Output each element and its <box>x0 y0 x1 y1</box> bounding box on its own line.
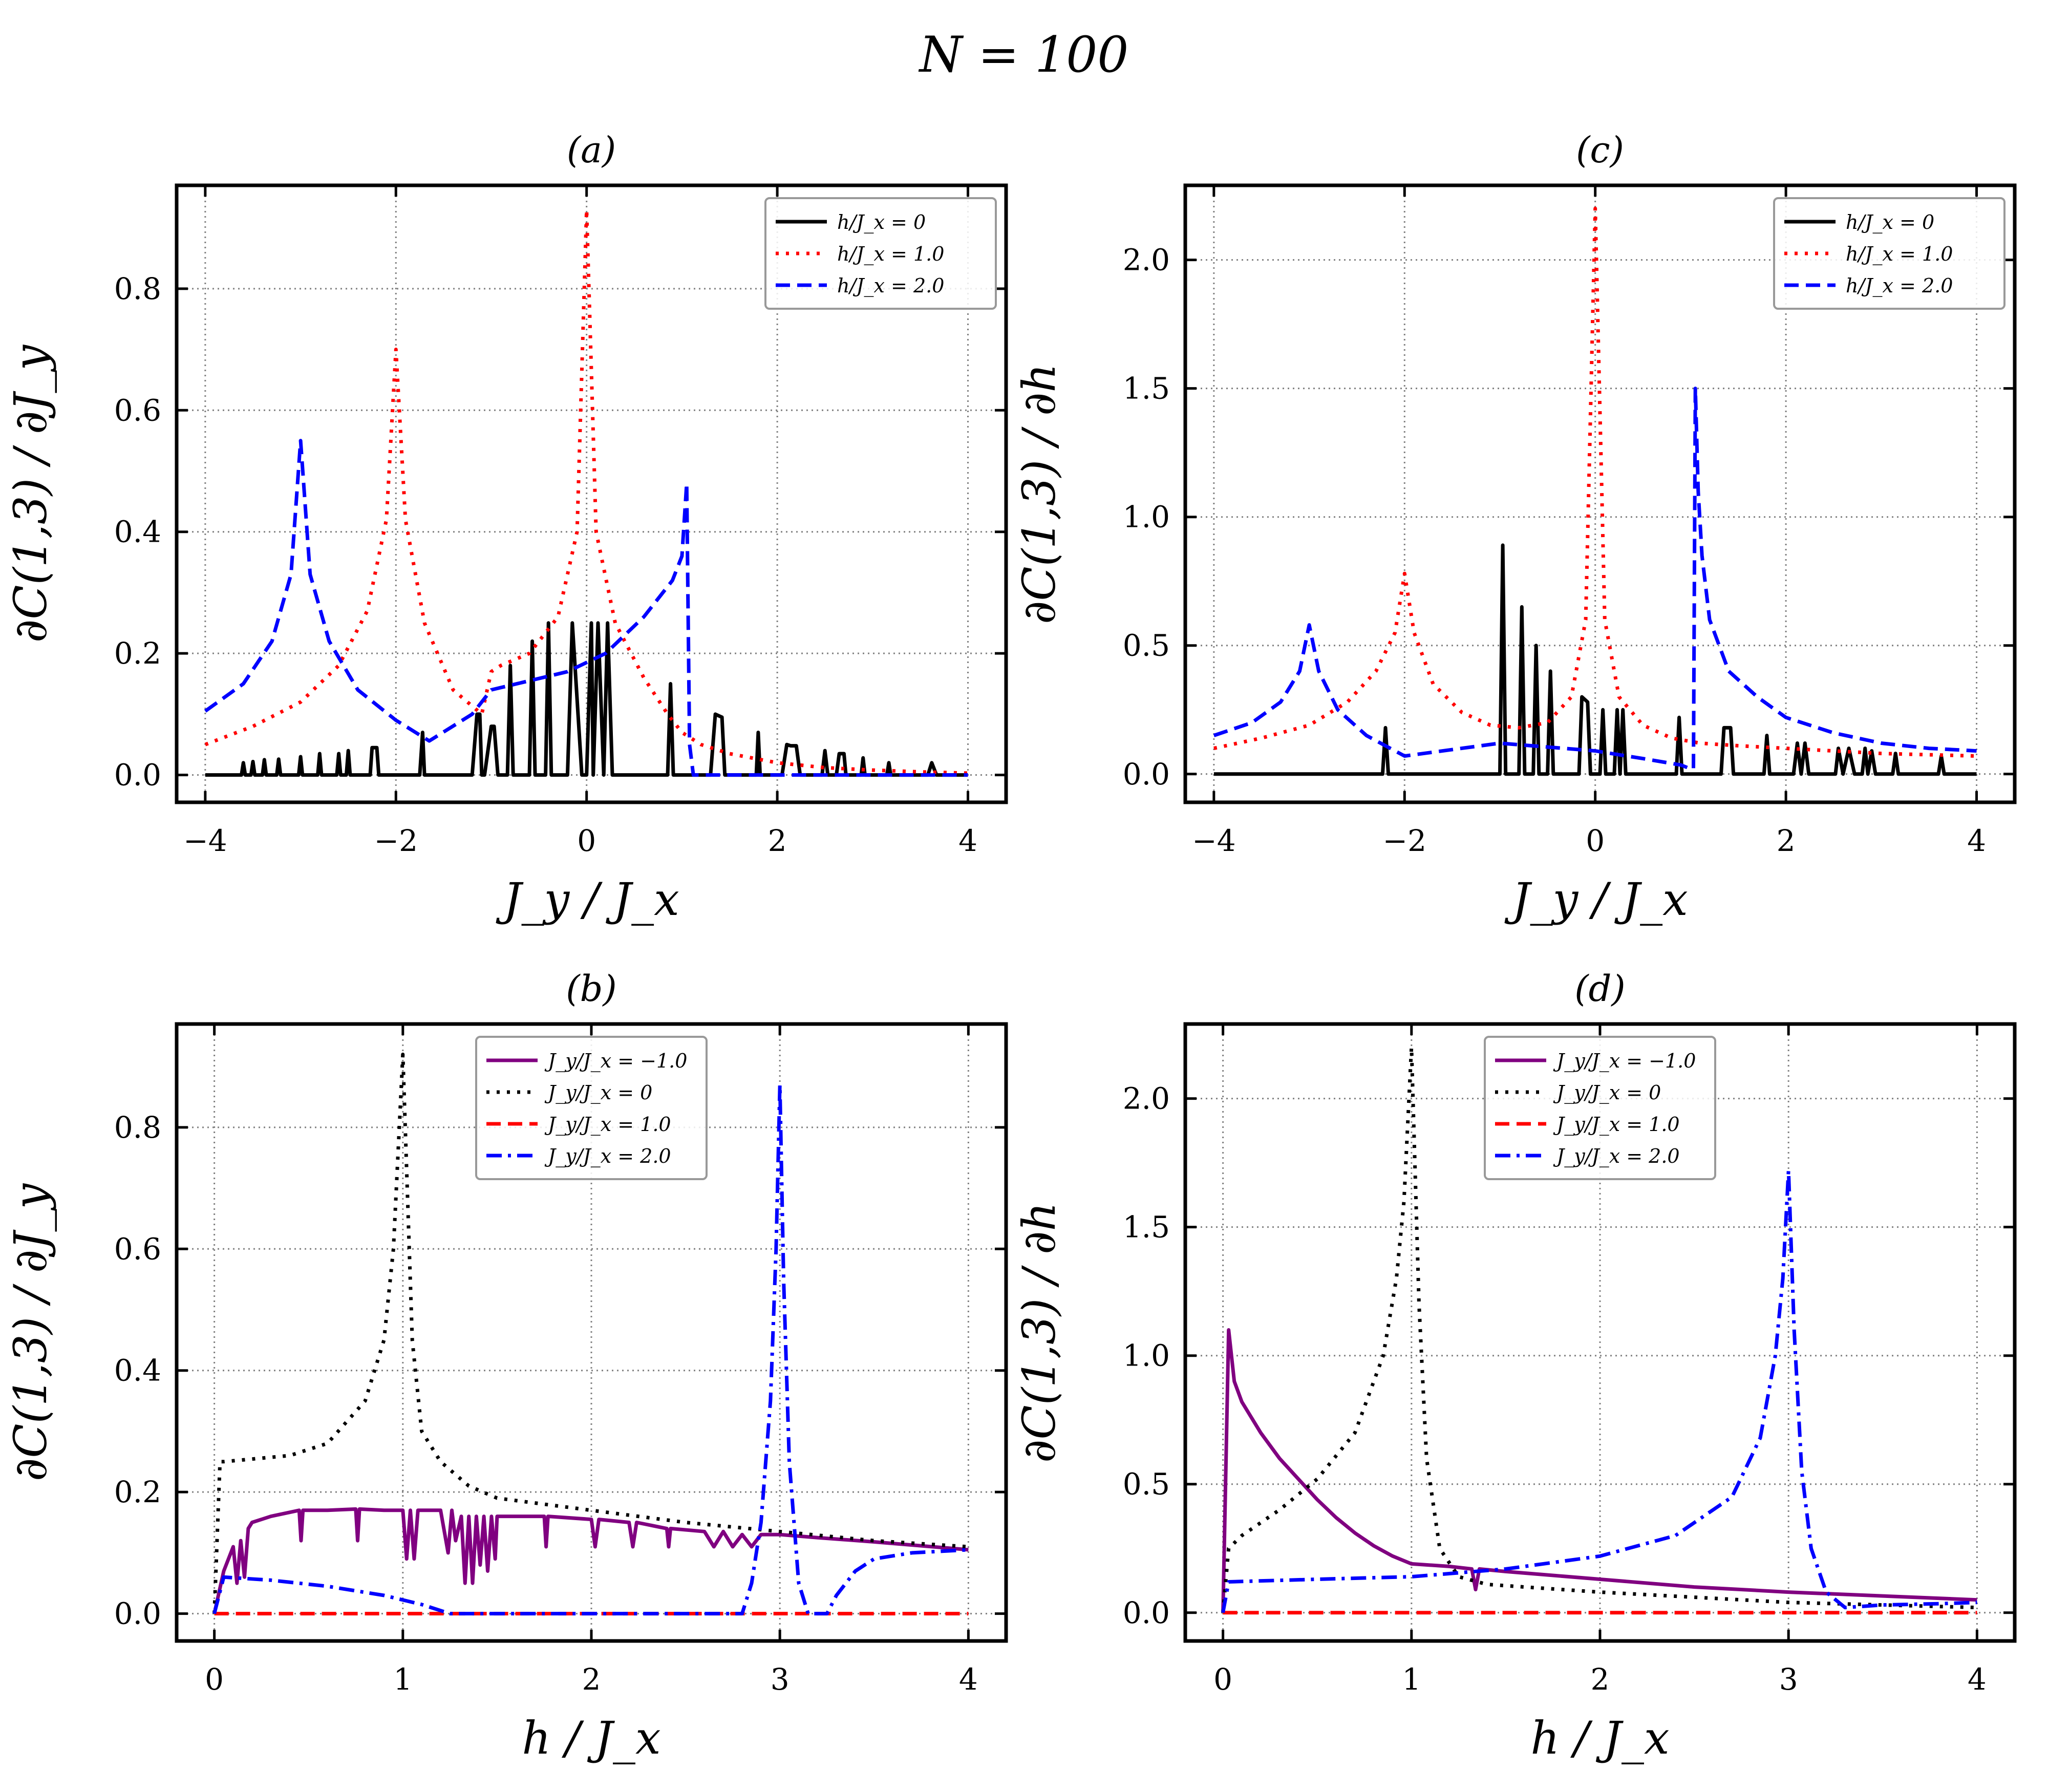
legend-box-c <box>1773 197 2006 310</box>
x-tick-label-d-1: 1 <box>1402 1662 1421 1697</box>
series-line-a-0 <box>205 621 968 777</box>
legend-label-a-2: h/J_x = 2.0 <box>837 274 944 297</box>
legend-b: J_y/J_x = −1.0 J_y/J_x = 0 J_y/J_x = 1.0 J_… <box>475 1036 708 1180</box>
axes-frame-a <box>175 183 1008 804</box>
legend-label-c-1: h/J_x = 1.0 <box>1846 243 1953 266</box>
y-tick-label-d-0: 0.0 <box>1123 1595 1170 1630</box>
series-line-a-2 <box>204 439 968 777</box>
x-axis-label-c: J_y / J_x <box>1504 873 1688 926</box>
y-tick-label-b-3: 0.6 <box>114 1231 161 1266</box>
series-line-c-2 <box>1213 387 1977 771</box>
y-axis-label-d: ∂C(1,3) / ∂h <box>1013 1202 1065 1463</box>
figure-title: N = 100 <box>919 26 1129 83</box>
panel-a-title: (a) <box>567 129 616 171</box>
y-tick-label-d-2: 1.0 <box>1123 1338 1170 1373</box>
x-tick-label-c-3: 2 <box>1777 823 1796 858</box>
x-tick-label-c-2: 0 <box>1586 823 1605 858</box>
series-line-b-3 <box>212 1083 969 1616</box>
x-axis-label-d: h / J_x <box>1530 1712 1669 1764</box>
legend-label-d-0: J_y/J_x = −1.0 <box>1553 1050 1696 1073</box>
series-line-c-0 <box>1213 543 1977 776</box>
legend-label-a-0: h/J_x = 0 <box>837 211 926 234</box>
legend-label-d-1: J_y/J_x = 0 <box>1553 1081 1661 1104</box>
series-line-b-1 <box>212 1052 969 1614</box>
x-tick-label-d-3: 3 <box>1779 1662 1798 1697</box>
legend-label-d-2: J_y/J_x = 1.0 <box>1553 1113 1680 1136</box>
y-tick-label-a-1: 0.2 <box>114 636 161 671</box>
panel-c-title: (c) <box>1576 129 1624 171</box>
panel-b: (b) 0 1 2 3 4 0.0 0.2 0.4 0.6 0.8 h / J_x ∂C(1,3) / … <box>4 968 1008 1764</box>
legend-label-b-3: J_y/J_x = 2.0 <box>544 1145 671 1168</box>
x-tick-label-d-0: 0 <box>1213 1662 1232 1697</box>
legend-label-c-0: h/J_x = 0 <box>1846 211 1934 234</box>
x-tick-label-b-3: 3 <box>771 1662 790 1697</box>
x-tick-label-c-4: 4 <box>1967 823 1986 858</box>
legend-label-c-2: h/J_x = 2.0 <box>1846 274 1953 297</box>
y-tick-label-c-2: 1.0 <box>1123 500 1170 535</box>
panel-d-title: (d) <box>1574 968 1625 1010</box>
x-tick-label-b-0: 0 <box>205 1662 224 1697</box>
legend-a: h/J_x = 0 h/J_x = 1.0 h/J_x = 2.0 <box>764 197 997 310</box>
series-group-a <box>204 208 968 777</box>
panel-b-title: (b) <box>566 968 616 1010</box>
y-tick-label-c-3: 1.5 <box>1123 371 1170 406</box>
legend-label-b-1: J_y/J_x = 0 <box>544 1081 652 1104</box>
y-tick-label-a-0: 0.0 <box>114 758 161 793</box>
y-axis-label-a: ∂C(1,3) / ∂J_y <box>4 344 57 643</box>
legend-label-b-0: J_y/J_x = −1.0 <box>544 1050 687 1073</box>
series-line-d-3 <box>1221 1168 1977 1613</box>
series-line-d-0 <box>1221 1328 1977 1613</box>
legend-box-a <box>764 197 997 310</box>
y-tick-label-b-0: 0.0 <box>114 1596 161 1631</box>
y-tick-label-b-1: 0.2 <box>114 1475 161 1509</box>
y-tick-label-d-3: 1.5 <box>1123 1210 1170 1245</box>
x-axis-label-b: h / J_x <box>522 1712 660 1764</box>
y-tick-label-b-4: 0.8 <box>114 1110 161 1145</box>
series-group-d <box>1221 1045 1977 1615</box>
series-group-b <box>212 1052 969 1616</box>
y-tick-label-a-3: 0.6 <box>114 393 161 428</box>
x-tick-label-a-0: −4 <box>183 823 227 858</box>
y-tick-label-c-4: 2.0 <box>1123 243 1170 278</box>
legend-label-b-2: J_y/J_x = 1.0 <box>544 1113 671 1136</box>
x-tick-label-a-3: 2 <box>768 823 787 858</box>
panel-d: (d) 0 1 2 3 4 0.0 0.5 1.0 1.5 2.0 h / J_x ∂C(1,3) / … <box>1013 968 2017 1764</box>
legend-d: J_y/J_x = −1.0 J_y/J_x = 0 J_y/J_x = 1.0 J_… <box>1484 1036 1716 1180</box>
y-tick-label-c-1: 0.5 <box>1123 628 1170 663</box>
x-tick-label-c-1: −2 <box>1383 823 1427 858</box>
x-tick-label-b-4: 4 <box>959 1662 978 1697</box>
y-tick-label-c-0: 0.0 <box>1123 757 1170 792</box>
x-tick-label-c-0: −4 <box>1192 823 1236 858</box>
series-group-c <box>1213 206 1977 776</box>
x-tick-label-a-1: −2 <box>374 823 418 858</box>
series-line-b-0 <box>212 1507 969 1614</box>
y-tick-label-d-1: 0.5 <box>1123 1467 1170 1502</box>
x-axis-label-a: J_y / J_x <box>496 873 679 926</box>
y-axis-label-c: ∂C(1,3) / ∂h <box>1013 364 1065 624</box>
legend-c: h/J_x = 0 h/J_x = 1.0 h/J_x = 2.0 <box>1773 197 2006 310</box>
y-tick-label-d-4: 2.0 <box>1123 1081 1170 1116</box>
x-tick-label-a-4: 4 <box>958 823 977 858</box>
x-tick-label-a-2: 0 <box>577 823 596 858</box>
panels: (a) −4 −2 0 2 4 0.0 0.2 0.4 0.6 0.8 J_y / J_x ∂C(1,3… <box>4 129 2017 1764</box>
x-tick-label-d-4: 4 <box>1968 1662 1987 1697</box>
panel-c: (c) −4 −2 0 2 4 0.0 0.5 1.0 1.5 2.0 J_y / J_x ∂C(1,3… <box>1013 129 2017 926</box>
axes-frame-c <box>1183 183 2017 804</box>
panel-a: (a) −4 −2 0 2 4 0.0 0.2 0.4 0.6 0.8 J_y / J_x ∂C(1,3… <box>4 129 1008 926</box>
x-tick-label-d-2: 2 <box>1591 1662 1610 1697</box>
x-tick-label-b-1: 1 <box>393 1662 412 1697</box>
legend-box-d <box>1484 1036 1716 1180</box>
y-axis-label-b: ∂C(1,3) / ∂J_y <box>4 1183 57 1481</box>
series-line-d-1 <box>1221 1045 1977 1613</box>
legend-label-a-1: h/J_x = 1.0 <box>837 243 944 266</box>
x-tick-label-b-2: 2 <box>582 1662 601 1697</box>
legend-label-d-3: J_y/J_x = 2.0 <box>1553 1145 1680 1168</box>
y-tick-label-a-2: 0.4 <box>114 515 161 549</box>
y-tick-label-a-4: 0.8 <box>114 271 161 306</box>
y-tick-label-b-2: 0.4 <box>114 1353 161 1388</box>
legend-box-b <box>475 1036 708 1180</box>
